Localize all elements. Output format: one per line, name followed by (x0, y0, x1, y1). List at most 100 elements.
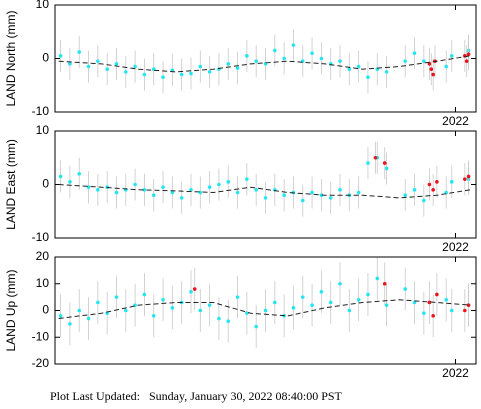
y-tick-label: 10 (36, 0, 50, 11)
point (375, 276, 380, 281)
point (207, 303, 212, 307)
point (96, 59, 100, 63)
point (463, 177, 467, 181)
point (114, 62, 119, 66)
point (273, 48, 277, 53)
trend-line (58, 299, 471, 319)
point (133, 182, 137, 187)
point (384, 303, 389, 307)
point (444, 64, 448, 69)
point (300, 198, 305, 203)
point (422, 311, 426, 315)
point (217, 316, 221, 321)
y-tick-label: 0 (42, 51, 49, 65)
point (427, 300, 432, 305)
point (189, 188, 193, 192)
point (198, 190, 203, 195)
point (189, 289, 193, 294)
point (328, 300, 333, 305)
point (58, 314, 63, 318)
point (431, 72, 435, 77)
point (68, 322, 72, 326)
point (207, 70, 212, 74)
point (77, 172, 82, 176)
trend-line (58, 55, 471, 73)
point (142, 72, 147, 77)
point (427, 182, 432, 187)
y-tick-label: 0 (42, 177, 49, 191)
point (422, 59, 426, 63)
point (161, 298, 165, 302)
point (226, 319, 231, 324)
point (431, 188, 435, 192)
point (356, 64, 361, 69)
trend-line (58, 184, 471, 199)
point (245, 177, 249, 181)
x-tick-label: 2022 (442, 240, 469, 254)
y-tick-label: -10 (32, 104, 50, 118)
point (366, 292, 370, 297)
point (366, 75, 370, 80)
point (422, 198, 426, 203)
point (68, 180, 72, 184)
point (58, 174, 63, 179)
point (282, 56, 286, 61)
point (192, 287, 197, 291)
point (235, 66, 240, 70)
y-axis-label: LAND North (mm) (4, 10, 18, 106)
point (466, 303, 471, 307)
point (412, 51, 417, 55)
point (77, 308, 82, 313)
series (192, 262, 471, 338)
point (207, 185, 212, 189)
point (384, 70, 389, 74)
point (328, 196, 333, 200)
point (366, 161, 370, 165)
point (151, 193, 156, 197)
point (449, 180, 454, 184)
point (170, 306, 175, 310)
point (161, 75, 165, 80)
y-tick-label: -10 (32, 230, 50, 244)
y-tick-label: 10 (36, 276, 50, 290)
point (226, 180, 231, 184)
point (412, 300, 417, 305)
point (300, 295, 305, 299)
footer: Plot Last Updated: Sunday, January 30, 2… (50, 389, 343, 403)
point (170, 190, 175, 195)
point (435, 292, 439, 297)
point (449, 54, 454, 58)
point (179, 72, 184, 77)
point (263, 196, 268, 200)
point (245, 311, 249, 315)
point (384, 166, 389, 171)
point (254, 59, 258, 63)
point (403, 59, 408, 63)
plot-frame (54, 256, 477, 365)
point (263, 308, 268, 313)
point (356, 190, 361, 195)
point (151, 314, 156, 318)
point (142, 292, 147, 297)
point (179, 196, 184, 200)
y-axis-label: LAND Up (mm) (4, 269, 18, 351)
point (245, 54, 249, 58)
point (273, 300, 277, 305)
point (58, 54, 63, 58)
point (338, 59, 342, 63)
point (226, 62, 231, 66)
point (431, 314, 435, 318)
point (310, 190, 314, 195)
point (114, 190, 119, 195)
point (382, 161, 387, 165)
y-axis-label: LAND East (mm) (4, 139, 18, 230)
plot-frame (54, 130, 477, 239)
point (254, 188, 258, 192)
point (412, 188, 417, 192)
point (356, 298, 361, 302)
point (189, 71, 193, 76)
point (310, 303, 314, 307)
point (435, 180, 439, 184)
point (444, 298, 448, 302)
